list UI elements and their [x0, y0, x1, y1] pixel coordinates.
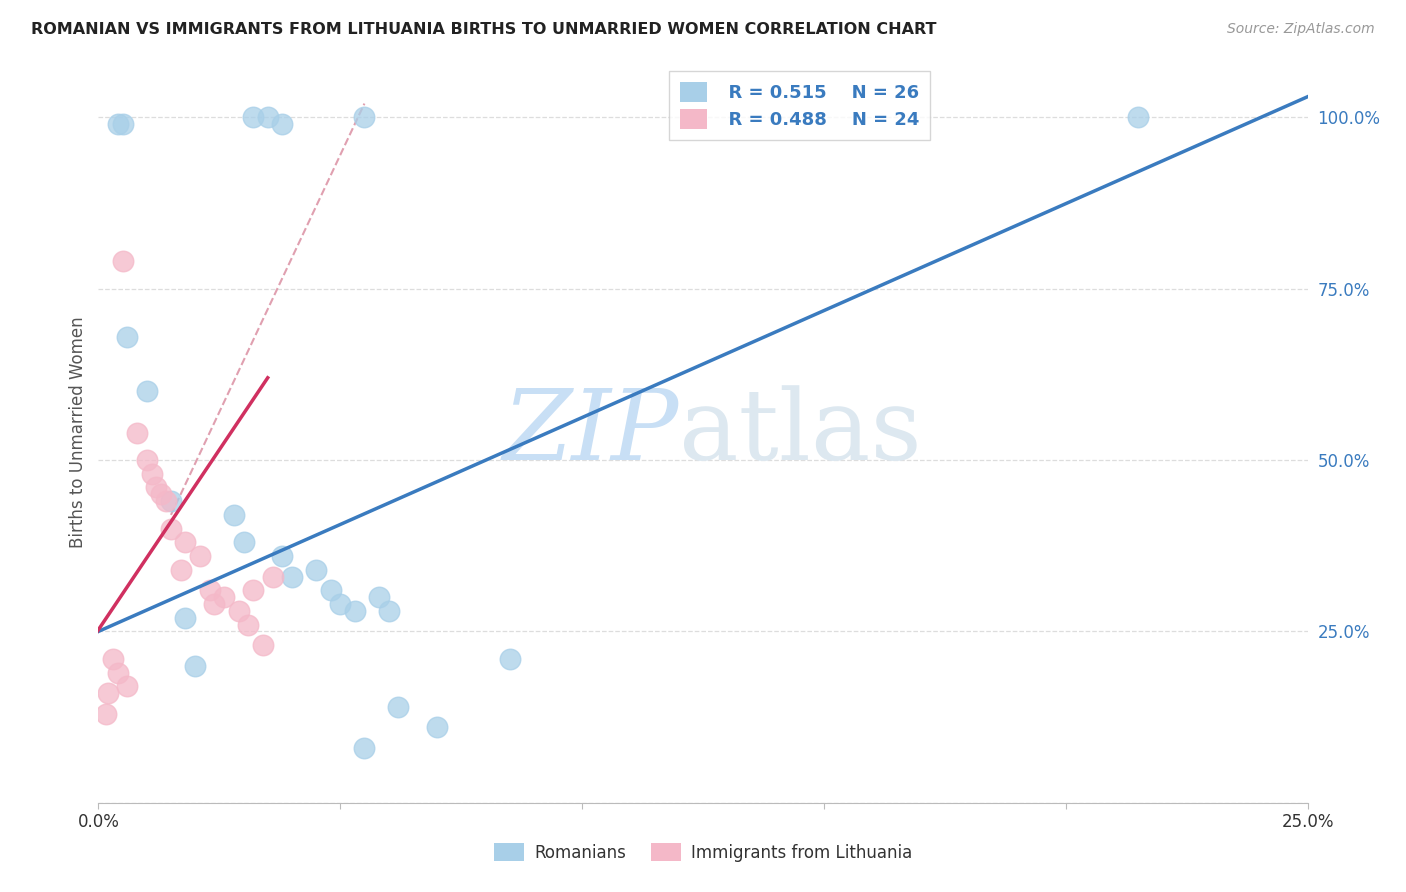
Point: [111, 117, 134, 131]
Text: atlas: atlas: [679, 384, 921, 481]
Point: [160, 522, 183, 536]
Point: [135, 453, 157, 467]
Point: [1128, 110, 1150, 124]
Text: Source: ZipAtlas.com: Source: ZipAtlas.com: [1227, 22, 1375, 37]
Point: [155, 494, 177, 508]
Point: [174, 535, 197, 549]
Point: [329, 597, 352, 611]
Point: [117, 329, 139, 343]
Point: [101, 652, 124, 666]
Point: [353, 110, 375, 124]
Point: [135, 384, 157, 399]
Point: [107, 665, 129, 680]
Point: [426, 720, 449, 734]
Y-axis label: Births to Unmarried Women: Births to Unmarried Women: [69, 317, 87, 549]
Point: [97, 686, 120, 700]
Point: [94, 706, 117, 721]
Point: [387, 699, 409, 714]
Point: [305, 563, 328, 577]
Point: [160, 494, 183, 508]
Point: [271, 117, 294, 131]
Point: [127, 425, 149, 440]
Point: [150, 487, 173, 501]
Point: [242, 110, 264, 124]
Point: [232, 535, 254, 549]
Point: [169, 563, 191, 577]
Text: ZIP: ZIP: [502, 385, 679, 480]
Point: [271, 549, 294, 563]
Point: [368, 590, 391, 604]
Legend: Romanians, Immigrants from Lithuania: Romanians, Immigrants from Lithuania: [488, 837, 918, 869]
Point: [145, 480, 167, 494]
Point: [141, 467, 163, 481]
Point: [212, 590, 235, 604]
Point: [107, 117, 129, 131]
Point: [262, 569, 284, 583]
Point: [188, 549, 211, 563]
Point: [228, 604, 250, 618]
Text: ROMANIAN VS IMMIGRANTS FROM LITHUANIA BIRTHS TO UNMARRIED WOMEN CORRELATION CHAR: ROMANIAN VS IMMIGRANTS FROM LITHUANIA BI…: [31, 22, 936, 37]
Point: [204, 597, 226, 611]
Point: [174, 610, 197, 624]
Point: [198, 583, 221, 598]
Point: [222, 508, 245, 522]
Point: [319, 583, 342, 598]
Point: [377, 604, 399, 618]
Point: [117, 679, 139, 693]
Point: [256, 110, 278, 124]
Point: [498, 652, 520, 666]
Point: [353, 741, 375, 756]
Point: [252, 638, 274, 652]
Point: [184, 658, 207, 673]
Point: [238, 617, 260, 632]
Point: [281, 569, 304, 583]
Point: [111, 254, 134, 268]
Point: [343, 604, 366, 618]
Point: [242, 583, 264, 598]
